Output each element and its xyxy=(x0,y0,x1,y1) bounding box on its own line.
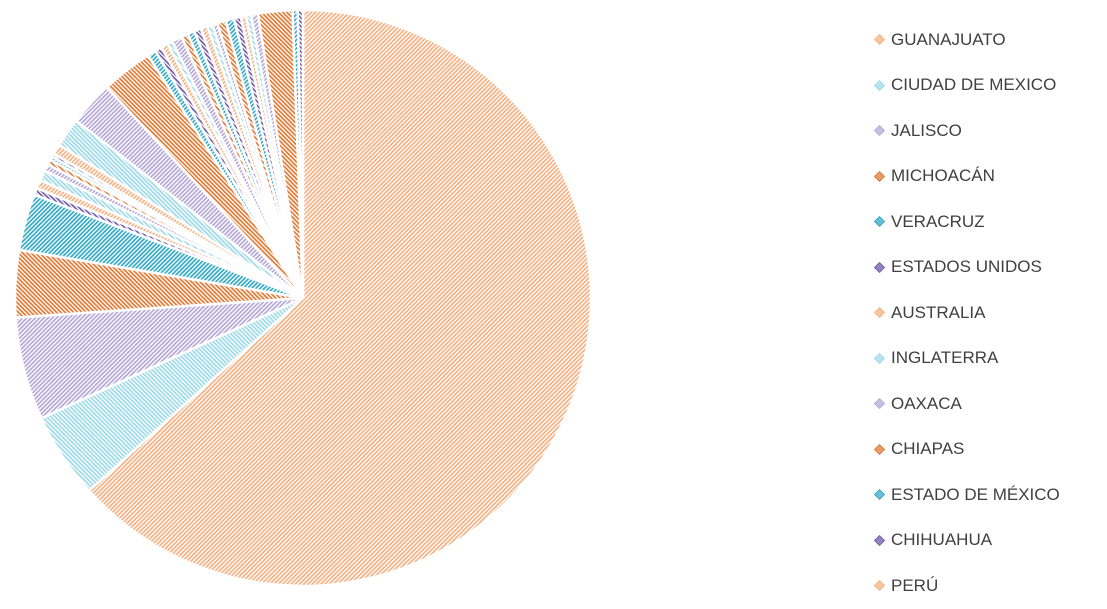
legend-swatch xyxy=(874,534,885,546)
legend-item-chihuahua: CHIHUAHUA xyxy=(874,518,1060,564)
legend-label: CHIHUAHUA xyxy=(891,530,993,550)
legend-item-veracruz: VERACRUZ xyxy=(874,199,1060,245)
legend-label: OAXACA xyxy=(891,393,962,413)
legend-label: ESTADO DE MÉXICO xyxy=(891,484,1060,504)
pie-chart xyxy=(13,8,593,588)
legend-swatch xyxy=(874,125,885,137)
legend-item-chiapas: CHIAPAS xyxy=(874,427,1060,473)
legend-swatch xyxy=(874,489,885,501)
legend-item-estado-de-mexico: ESTADO DE MÉXICO xyxy=(874,472,1060,518)
legend-item-ciudad-de-mexico: CIUDAD DE MEXICO xyxy=(874,63,1060,109)
legend-swatch xyxy=(874,170,885,182)
legend-swatch xyxy=(874,352,885,364)
legend-label: JALISCO xyxy=(891,120,962,140)
legend-item-australia: AUSTRALIA xyxy=(874,290,1060,336)
legend-swatch xyxy=(874,307,885,319)
legend-swatch xyxy=(874,443,885,455)
legend-swatch xyxy=(874,34,885,46)
legend-label: VERACRUZ xyxy=(891,211,985,231)
pie-slice-36 xyxy=(296,8,305,300)
legend-label: ESTADOS UNIDOS xyxy=(891,257,1042,277)
legend-item-inglaterra: INGLATERRA xyxy=(874,336,1060,382)
legend-swatch xyxy=(874,580,885,592)
legend-label: CIUDAD DE MEXICO xyxy=(891,75,1057,95)
legend-swatch xyxy=(874,398,885,410)
legend-label: AUSTRALIA xyxy=(891,302,986,322)
legend-label: CHIAPAS xyxy=(891,439,965,459)
legend-label: GUANAJUATO xyxy=(891,29,1006,49)
chart-area: GUANAJUATO CIUDAD DE MEXICO JALISCO MICHOAC… xyxy=(13,8,1060,595)
legend-item-jalisco: JALISCO xyxy=(874,108,1060,154)
legend-label: MICHOACÁN xyxy=(891,166,995,186)
legend-swatch xyxy=(874,79,885,91)
legend-swatch xyxy=(874,216,885,228)
legend-label: PERÚ xyxy=(891,575,939,595)
legend-swatch xyxy=(874,261,885,273)
legend-label: INGLATERRA xyxy=(891,348,999,368)
legend-item-guanajuato: GUANAJUATO xyxy=(874,17,1060,63)
pie-slice-guanajuato xyxy=(87,8,593,588)
legend-item-michoacan: MICHOACÁN xyxy=(874,154,1060,200)
legend: GUANAJUATO CIUDAD DE MEXICO JALISCO MICHOAC… xyxy=(874,17,1060,609)
legend-item-oaxaca: OAXACA xyxy=(874,381,1060,427)
legend-item-peru: PERÚ xyxy=(874,563,1060,609)
legend-item-estados-unidos: ESTADOS UNIDOS xyxy=(874,245,1060,291)
